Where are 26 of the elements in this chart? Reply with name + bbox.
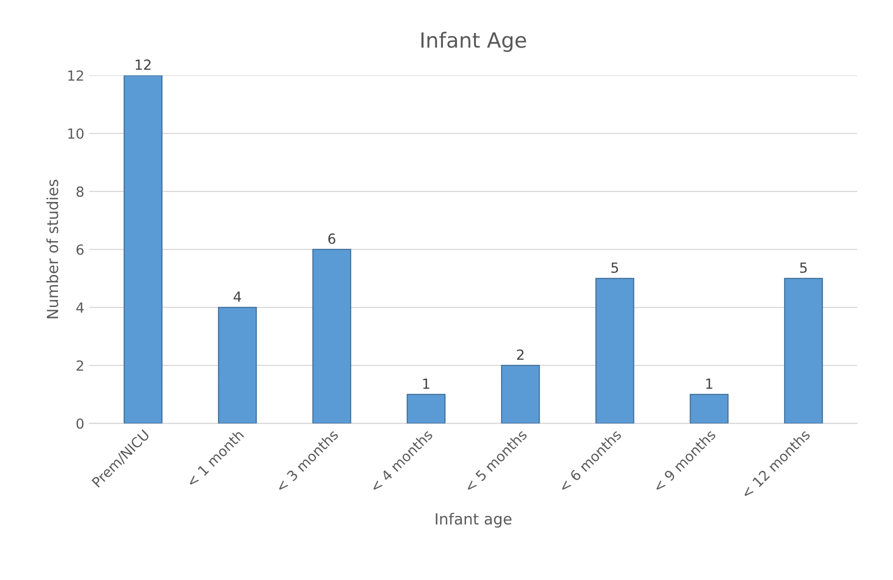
y-tick-label: 10 [68, 128, 84, 139]
bar [690, 394, 729, 424]
data-label: 2 [517, 349, 524, 360]
data-label: 5 [800, 262, 807, 273]
data-label: 4 [234, 292, 242, 302]
bar [218, 306, 257, 424]
y-tick-label: 6 [76, 244, 84, 255]
data-label: 1 [706, 378, 712, 389]
bar [595, 278, 634, 424]
y-tick-label: 0 [76, 418, 84, 429]
bar [501, 364, 540, 424]
data-label: 5 [611, 262, 618, 273]
data-label: 12 [136, 59, 151, 70]
bar [312, 248, 352, 424]
y-axis-title: Number of studies [46, 180, 58, 318]
x-axis-title: Infant age [436, 512, 512, 528]
bar [406, 394, 446, 424]
chart-title: Infant Age [421, 32, 526, 52]
y-tick-label: 12 [68, 70, 84, 81]
data-label: 1 [423, 378, 430, 389]
y-tick-label: 8 [76, 186, 84, 197]
y-tick-label: 2 [76, 360, 84, 371]
data-label: 6 [328, 233, 336, 244]
bar [124, 75, 162, 424]
bar [784, 278, 823, 424]
y-tick-label: 4 [76, 302, 84, 313]
